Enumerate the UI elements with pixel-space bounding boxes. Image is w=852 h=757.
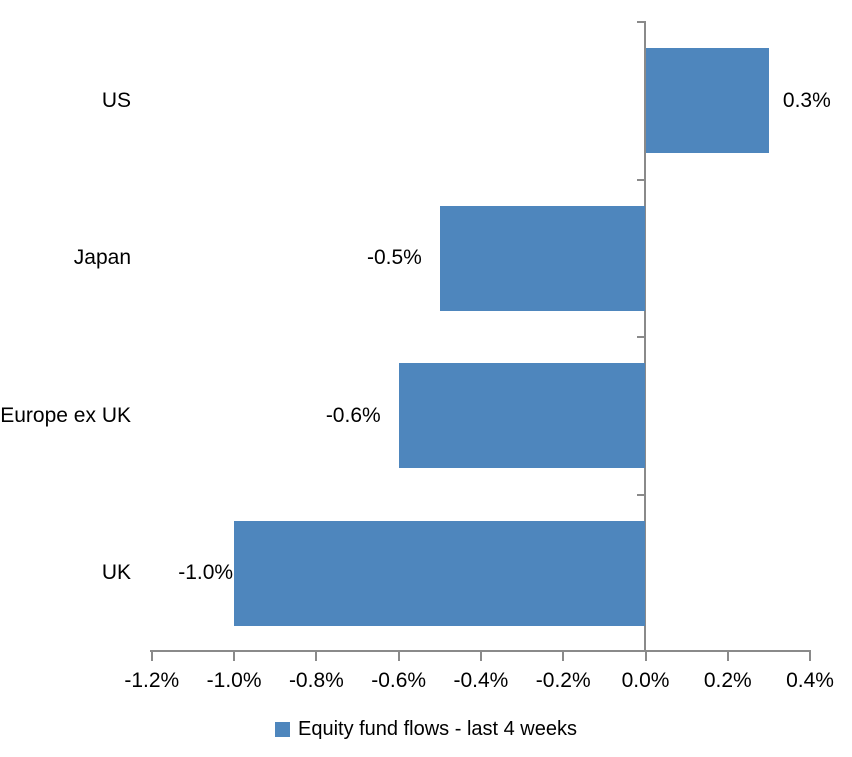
category-axis-tick <box>637 178 645 181</box>
x-axis-tick <box>644 651 647 661</box>
x-axis-tick <box>233 651 236 661</box>
bar-japan <box>439 205 646 311</box>
x-axis-tick <box>562 651 565 661</box>
x-axis-tick <box>315 651 318 661</box>
x-tick-label: 0.2% <box>703 669 752 692</box>
category-label-us: US <box>101 88 131 112</box>
category-axis-tick <box>637 21 645 23</box>
category-label-europe-ex-uk: Europe ex UK <box>0 403 131 427</box>
x-axis-tick <box>809 651 812 661</box>
value-label-us: 0.3% <box>782 88 831 112</box>
category-axis-tick <box>637 493 645 496</box>
legend: Equity fund flows - last 4 weeks <box>0 714 852 744</box>
x-axis-tick <box>479 651 482 661</box>
x-axis-tick <box>150 651 153 661</box>
value-label-europe-ex-uk: -0.6% <box>325 403 381 427</box>
x-tick-label: -1.0% <box>206 669 262 692</box>
x-tick-label: 0.0% <box>621 669 670 692</box>
category-label-japan: Japan <box>73 246 131 270</box>
legend-label: Equity fund flows - last 4 weeks <box>297 718 577 740</box>
bar-europe-ex-uk <box>398 363 646 469</box>
x-tick-label: -1.2% <box>124 669 180 692</box>
bar-uk <box>234 520 646 626</box>
category-label-uk: UK <box>101 561 131 585</box>
x-axis-tick <box>397 651 400 661</box>
value-label-uk: -1.0% <box>178 561 234 585</box>
x-tick-label: -0.4% <box>453 669 509 692</box>
x-tick-label: -0.8% <box>288 669 344 692</box>
bar-us <box>645 48 769 154</box>
x-axis-tick <box>726 651 729 661</box>
category-axis-tick <box>637 336 645 338</box>
x-tick-label: -0.6% <box>371 669 427 692</box>
category-axis-line <box>644 21 646 652</box>
x-tick-label: -0.2% <box>535 669 591 692</box>
value-label-japan: -0.5% <box>366 246 422 270</box>
x-tick-label: 0.4% <box>786 669 834 692</box>
legend-marker <box>274 721 290 737</box>
